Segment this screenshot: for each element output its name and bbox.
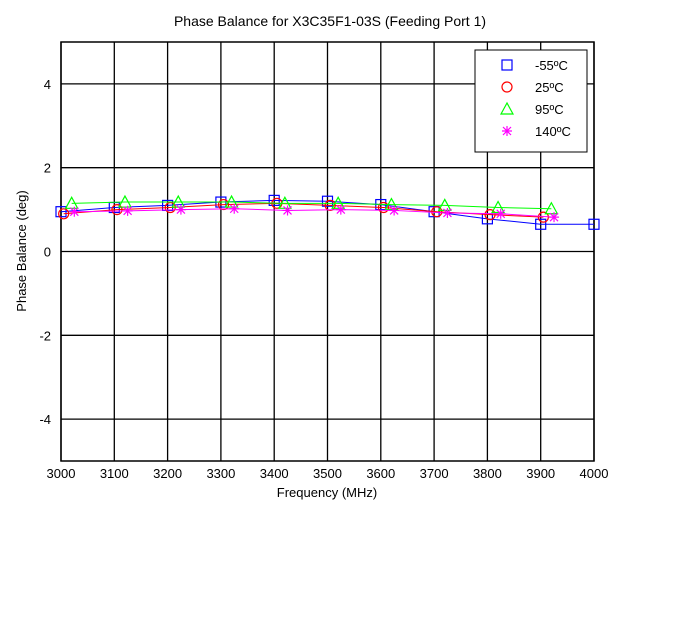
legend-label-2: 95ºC	[535, 102, 564, 117]
x-tick-label-6: 3600	[366, 466, 395, 481]
x-axis-label: Frequency (MHz)	[277, 485, 377, 500]
x-tick-label-4: 3400	[260, 466, 289, 481]
legend: -55ºC 25ºC 95ºC 140ºC	[474, 49, 588, 153]
plot-frame	[60, 41, 595, 462]
y-tick-label-1: 2	[44, 161, 51, 176]
data-point-1-8	[484, 209, 496, 221]
legend-marker-0	[501, 59, 513, 71]
data-point-2-8	[491, 200, 506, 214]
y-tick-label-4: -4	[39, 412, 51, 427]
x-tick-label-8: 3800	[473, 466, 502, 481]
series-line-2	[71, 201, 552, 210]
y-axis-label: Phase Balance (deg)	[14, 190, 29, 311]
data-point-3-7	[442, 207, 453, 218]
x-tick-label-10: 4000	[580, 466, 609, 481]
data-point-1-7	[431, 206, 443, 218]
series-layer	[55, 194, 600, 230]
y-tick-label-2: 0	[44, 245, 51, 260]
x-tick-label-7: 3700	[420, 466, 449, 481]
data-point-1-3	[217, 198, 230, 211]
data-point-3-8	[495, 208, 506, 219]
y-tick-label-3: -2	[39, 328, 51, 343]
series-2	[64, 194, 559, 215]
x-tick-label-3: 3300	[206, 466, 235, 481]
legend-label-1: 25ºC	[535, 80, 564, 95]
data-point-1-6	[377, 201, 390, 214]
data-point-3-9	[549, 212, 560, 223]
data-point-3-2	[175, 204, 186, 215]
data-point-3-6	[389, 205, 400, 216]
data-point-2-6	[384, 197, 399, 211]
series-line-3	[74, 208, 555, 218]
x-tick-label-9: 3900	[526, 466, 555, 481]
legend-marker-3	[502, 126, 512, 136]
data-point-0-9	[535, 218, 547, 230]
data-point-2-3	[224, 194, 239, 208]
data-point-2-5	[331, 196, 346, 209]
data-point-3-0	[69, 206, 80, 217]
x-tick-label-5: 3500	[313, 466, 342, 481]
data-point-1-5	[324, 199, 336, 212]
data-point-3-3	[229, 203, 240, 214]
legend-marker-2	[499, 101, 515, 115]
x-tick-label-1: 3100	[100, 466, 129, 481]
data-point-3-1	[122, 205, 133, 216]
legend-label-3: 140ºC	[535, 124, 571, 139]
data-point-0-0	[55, 206, 67, 218]
data-point-0-10	[588, 218, 600, 230]
x-tick-label-0: 3000	[47, 466, 76, 481]
data-point-1-1	[111, 204, 123, 216]
data-point-3-4	[282, 205, 293, 216]
data-point-1-0	[58, 208, 70, 220]
series-3	[69, 203, 560, 223]
data-point-3-5	[335, 204, 346, 215]
legend-label-0: -55ºC	[535, 58, 568, 73]
y-tick-label-0: 4	[44, 77, 51, 92]
data-point-0-4	[268, 194, 280, 206]
data-point-2-1	[117, 194, 132, 208]
legend-box	[474, 49, 588, 153]
x-tick-label-2: 3200	[153, 466, 182, 481]
legend-marker-1	[501, 81, 513, 93]
chart-title: Phase Balance for X3C35F1-03S (Feeding P…	[174, 13, 486, 29]
tick-labels: 3000 3100 3200 3300 3400 3500 3600 3700 3800 3900…	[39, 77, 608, 481]
